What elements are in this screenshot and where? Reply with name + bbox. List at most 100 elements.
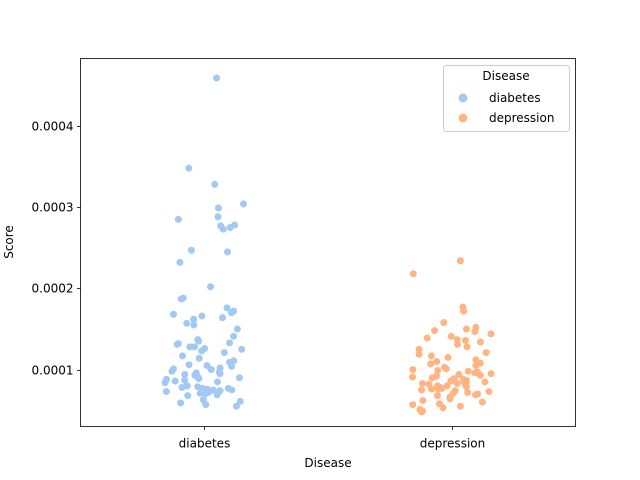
y-tick-label: 0.0003 [32,201,74,215]
point-depression [427,360,435,368]
point-depression [447,377,455,385]
point-diabetes [233,325,241,333]
point-diabetes [177,295,185,303]
x-tick-label-depression: depression [420,437,485,451]
point-diabetes [230,332,238,340]
point-depression [433,358,441,366]
legend: Disease diabetes depression [443,65,570,132]
point-depression [463,343,471,351]
points-layer [161,74,495,416]
point-diabetes [224,248,232,256]
point-depression [462,325,470,333]
point-depression [455,371,463,379]
point-diabetes [195,354,203,362]
y-tick-label: 0.0004 [32,120,74,134]
point-depression [418,408,426,416]
point-depression [409,373,417,381]
point-diabetes [213,74,221,82]
point-depression [409,401,417,409]
point-depression [415,345,423,353]
point-depression [471,369,479,377]
point-diabetes [183,319,191,327]
point-diabetes [236,397,244,405]
point-depression [462,383,470,391]
legend-marker-diabetes [458,93,468,103]
point-depression [460,307,468,315]
point-diabetes [219,314,227,322]
point-depression [428,385,436,393]
point-depression [471,327,479,335]
point-depression [453,379,461,387]
point-depression [444,353,452,361]
point-depression [482,349,490,357]
legend-label-diabetes: diabetes [489,91,541,105]
point-diabetes [232,402,240,410]
point-diabetes [184,392,192,400]
point-depression [418,379,426,387]
point-depression [464,388,472,396]
point-depression [472,362,480,370]
point-diabetes [177,399,185,407]
point-diabetes [227,309,235,317]
point-diabetes [181,371,189,379]
legend-title: Disease [482,69,529,83]
x-tick-label-diabetes: diabetes [179,437,231,451]
point-diabetes [228,362,236,370]
point-diabetes [174,215,182,223]
point-diabetes [178,352,186,360]
point-depression [409,366,417,374]
point-depression [423,334,431,342]
x-axis: diabetes depression [179,426,485,451]
point-depression [456,257,464,265]
point-diabetes [213,378,221,386]
point-diabetes [214,213,222,221]
point-depression [418,386,426,394]
point-diabetes [211,180,219,188]
point-diabetes [216,370,224,378]
legend-label-depression: depression [489,111,554,125]
point-diabetes [238,345,246,353]
point-depression [439,404,447,412]
point-diabetes [171,377,179,385]
point-diabetes [176,258,184,266]
point-diabetes [228,386,236,394]
point-diabetes [162,388,170,396]
point-diabetes [168,367,176,375]
point-diabetes [202,401,210,409]
point-diabetes [226,339,234,347]
point-depression [419,397,427,404]
y-tick-label: 0.0001 [32,364,74,378]
point-diabetes [190,315,198,323]
point-diabetes [220,349,228,357]
point-diabetes [173,340,181,348]
plot-frame [80,58,576,427]
y-axis: 0.0001 0.0002 0.0003 0.0004 [32,120,81,378]
y-axis-title: Score [2,225,16,259]
point-depression [434,385,442,393]
point-depression [415,350,423,358]
point-depression [427,352,435,360]
point-diabetes [207,283,215,291]
point-diabetes [195,337,203,345]
point-diabetes [223,304,231,312]
point-diabetes [187,246,195,254]
legend-box [443,65,570,132]
point-depression [431,327,439,335]
point-diabetes [161,379,169,387]
point-diabetes [181,376,189,384]
point-depression [443,382,451,390]
point-depression [453,340,461,348]
point-depression [476,338,484,346]
point-diabetes [201,390,209,398]
point-diabetes [198,347,206,355]
point-depression [461,336,469,344]
point-diabetes [240,200,248,208]
point-diabetes [191,343,199,351]
point-depression [487,330,495,338]
point-diabetes [213,391,221,399]
point-diabetes [214,204,222,212]
point-depression [476,371,484,379]
point-diabetes [219,225,227,233]
point-depression [434,366,442,374]
